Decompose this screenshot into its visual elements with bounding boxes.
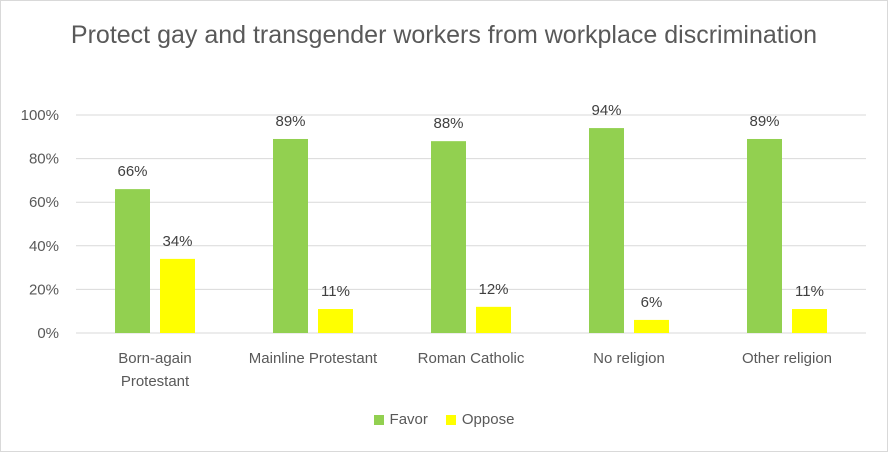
bar-favor [431, 141, 466, 333]
bar-oppose [792, 309, 827, 333]
data-label: 89% [275, 113, 305, 130]
y-tick-label: 40% [29, 238, 59, 255]
chart-title: Protect gay and transgender workers from… [70, 21, 818, 49]
bar-oppose [160, 258, 195, 333]
x-category-label: Other religion [742, 350, 832, 367]
x-category-label: Mainline Protestant [249, 350, 378, 367]
legend-label-favor: Favor [389, 411, 428, 428]
data-label: 11% [321, 283, 350, 300]
legend-item-oppose: Oppose [445, 411, 515, 428]
legend: Favor Oppose [1, 411, 887, 428]
bar-favor [589, 128, 624, 333]
y-tick-label: 80% [29, 151, 59, 168]
legend-swatch-favor [373, 414, 384, 425]
x-category-label: Born-again [118, 350, 191, 367]
data-label: 12% [478, 281, 508, 298]
data-label: 88% [433, 115, 463, 132]
bar-oppose [634, 319, 669, 333]
bar-oppose [476, 306, 511, 333]
data-label: 66% [117, 163, 147, 180]
y-tick-label: 20% [29, 281, 59, 298]
bar-favor [273, 138, 308, 333]
y-tick-label: 100% [21, 107, 59, 124]
bar-favor [747, 138, 782, 333]
data-label: 34% [162, 233, 192, 250]
y-tick-label: 60% [29, 194, 59, 211]
legend-swatch-oppose [445, 414, 456, 425]
data-label: 6% [641, 294, 663, 311]
data-label: 94% [591, 102, 621, 119]
legend-item-favor: Favor [373, 411, 428, 428]
x-category-label: Roman Catholic [418, 350, 525, 367]
data-label: 11% [795, 283, 824, 300]
legend-label-oppose: Oppose [461, 411, 515, 428]
y-tick-label: 0% [37, 325, 59, 342]
data-label: 89% [749, 113, 779, 130]
x-category-label: No religion [593, 350, 665, 367]
bar-favor [115, 189, 150, 333]
x-category-label: Protestant [121, 373, 190, 390]
bar-oppose [318, 309, 353, 333]
